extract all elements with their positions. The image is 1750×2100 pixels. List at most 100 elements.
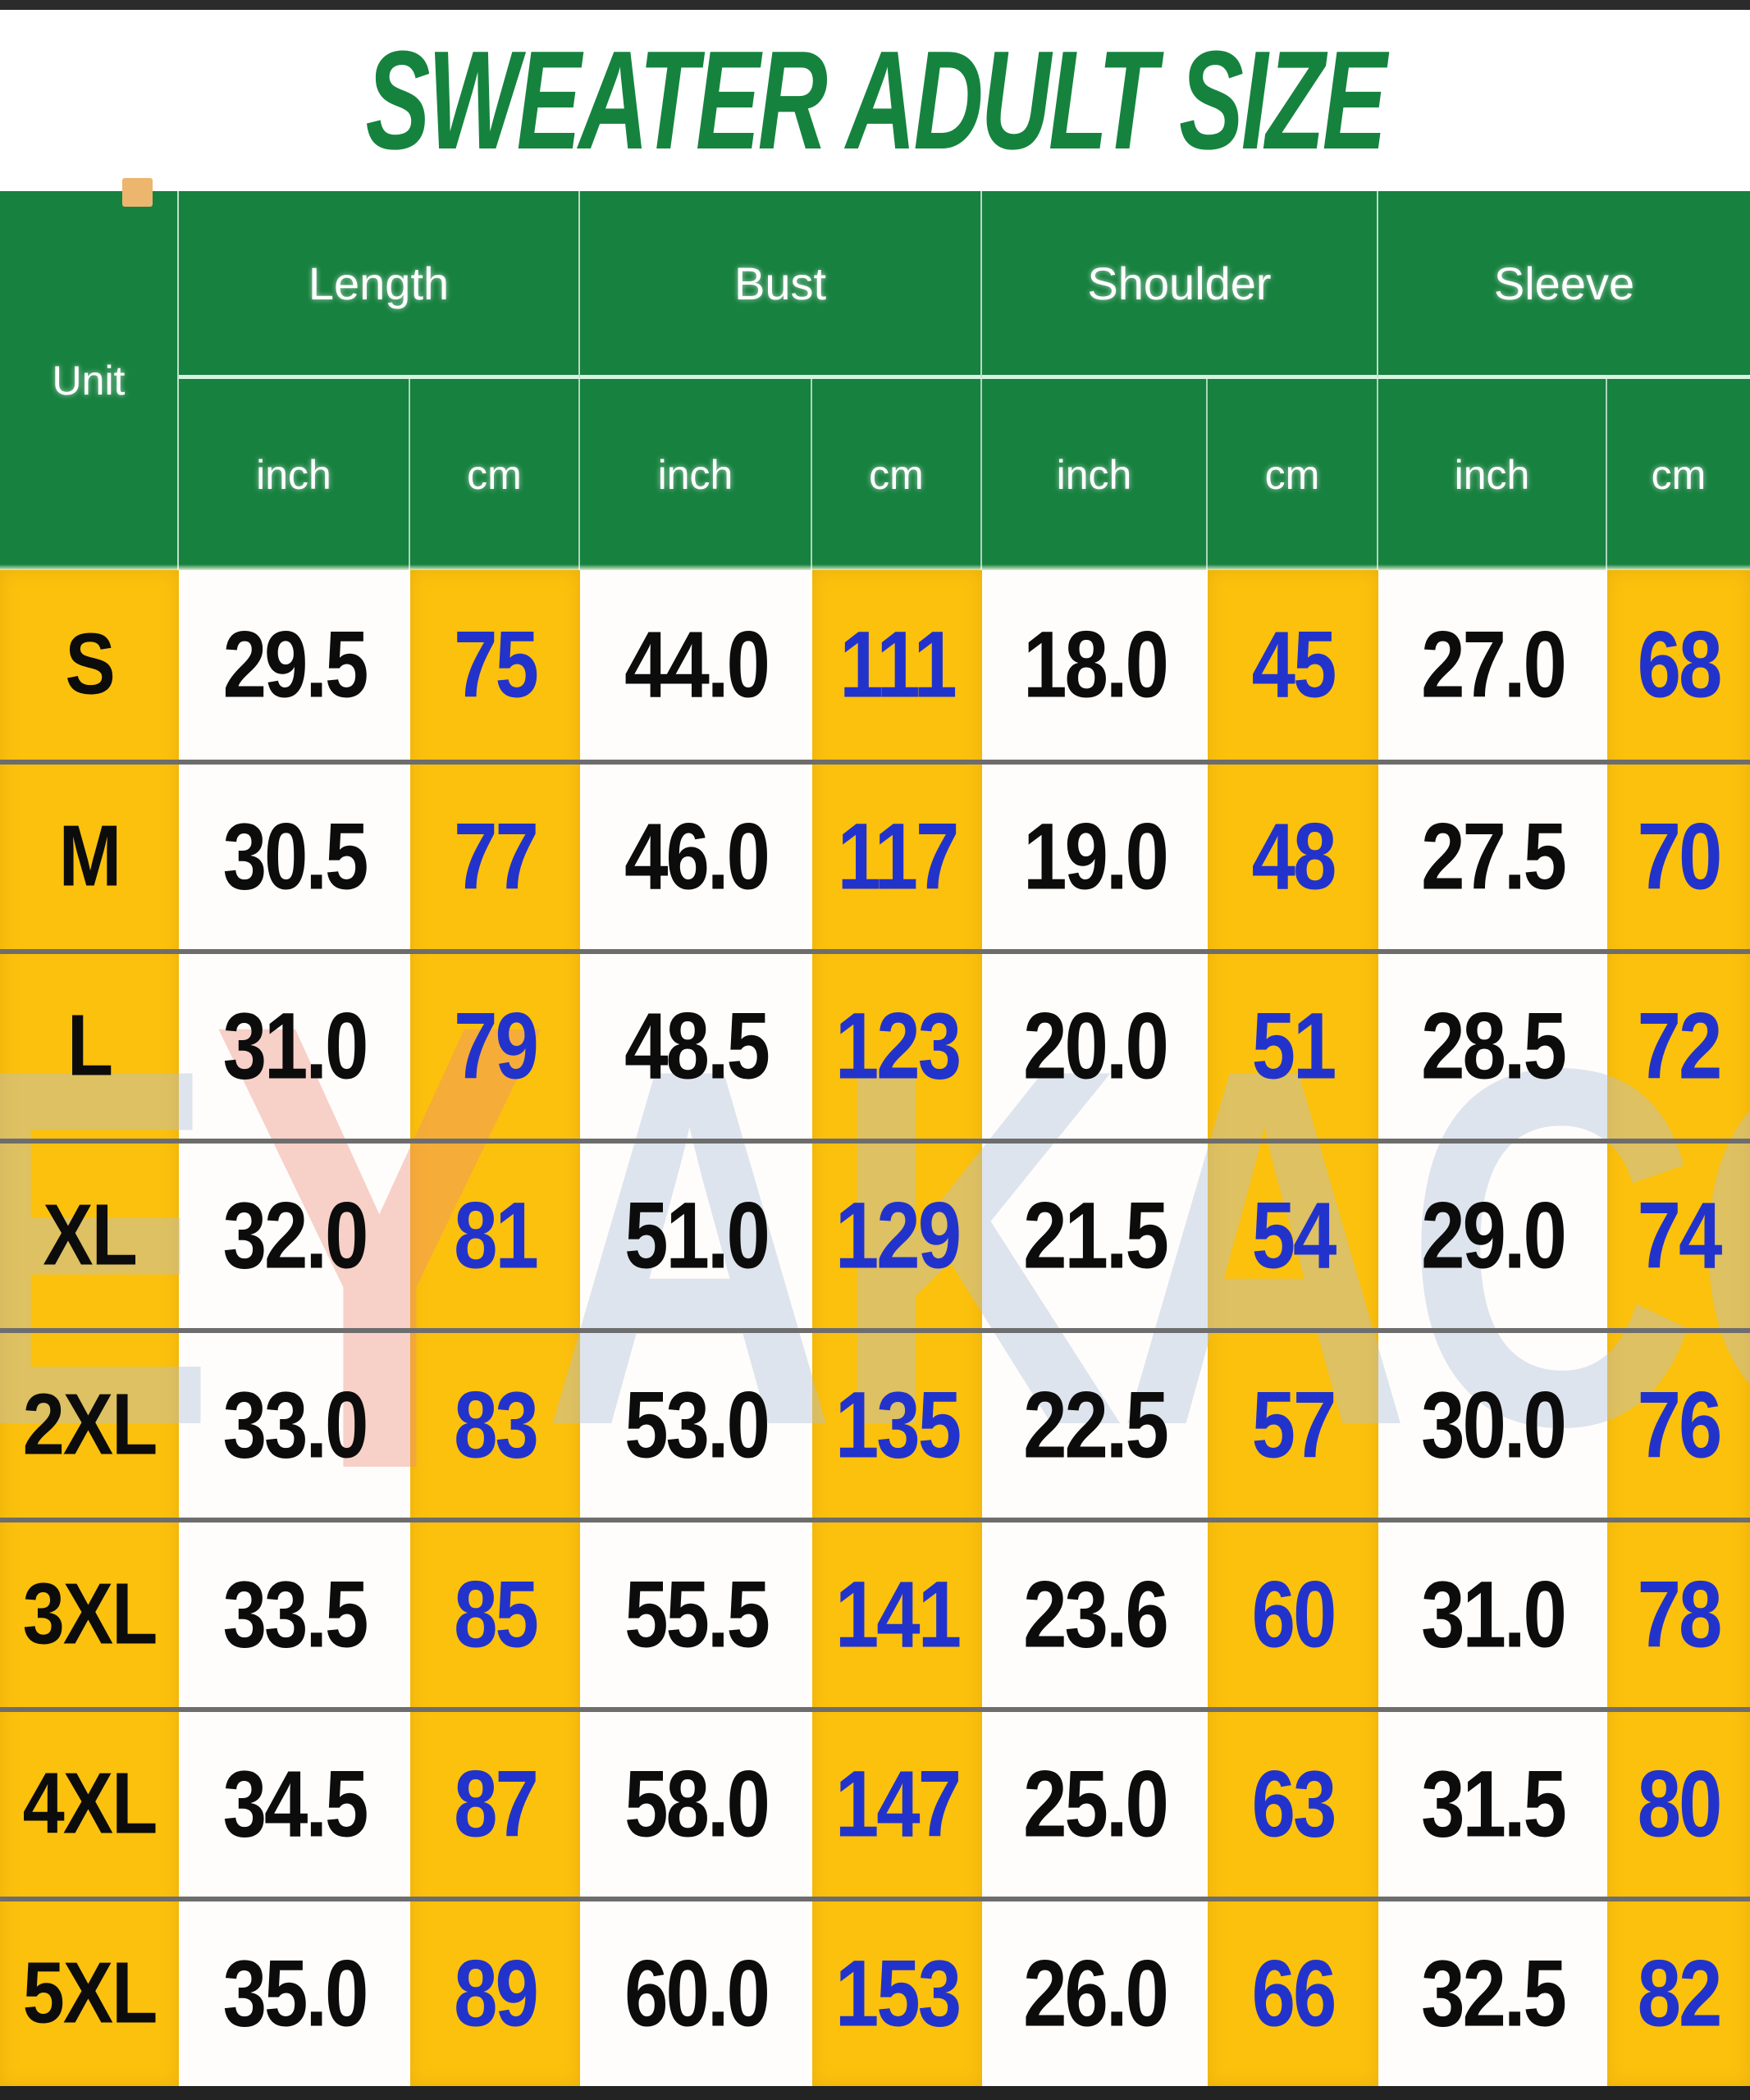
subheader-sleeve-inch: inch: [1378, 379, 1607, 570]
shoulder-inch-cell: 20.0: [982, 954, 1208, 1139]
bust-inch-cell: 48.5: [580, 954, 812, 1139]
shoulder-inch-cell: 23.6: [982, 1522, 1208, 1707]
bust-cm-cell: 129: [812, 1144, 982, 1328]
cell-value: 48: [1251, 803, 1337, 910]
cell-value: 81: [454, 1182, 539, 1289]
shoulder-inch-cell: 21.5: [982, 1144, 1208, 1328]
length-cm-cell: 83: [410, 1333, 580, 1518]
cell-value: 31.5: [1421, 1751, 1567, 1857]
sleeve-cm-cell: 70: [1607, 765, 1750, 949]
cell-value: 23.6: [1023, 1561, 1169, 1668]
cell-value: 129: [834, 1182, 962, 1289]
cell-value: 28.5: [1421, 993, 1567, 1099]
size-cell: M: [0, 765, 179, 949]
size-value: 3XL: [22, 1566, 158, 1663]
cell-value: 30.0: [1421, 1372, 1567, 1478]
shoulder-cm-cell: 51: [1208, 954, 1378, 1139]
inch-label: inch: [1454, 451, 1530, 498]
size-value: 5XL: [22, 1945, 158, 2042]
cell-value: 48.5: [624, 993, 770, 1099]
length-cm-cell: 77: [410, 765, 580, 949]
subheader-bust-inch: inch: [580, 379, 812, 570]
table-row-l: L 31.0 79 48.5 123 20.0 51 28.5 72: [0, 949, 1750, 1139]
cell-value: 19.0: [1023, 803, 1169, 910]
bust-inch-cell: 44.0: [580, 570, 812, 760]
inch-label: inch: [256, 451, 331, 498]
bust-inch-cell: 46.0: [580, 765, 812, 949]
top-border-bar: [0, 0, 1750, 10]
table-header: Unit Length Bust Shoulder Sleeve inch cm…: [0, 191, 1750, 570]
cell-value: 33.0: [222, 1372, 369, 1478]
shoulder-cm-cell: 63: [1208, 1712, 1378, 1897]
table-row-xl: XL 32.0 81 51.0 129 21.5 54 29.0 74: [0, 1139, 1750, 1328]
cell-value: 111: [839, 611, 957, 718]
shoulder-cm-cell: 54: [1208, 1144, 1378, 1328]
cell-value: 57: [1251, 1372, 1337, 1478]
bust-cm-cell: 135: [812, 1333, 982, 1518]
cell-value: 60: [1251, 1561, 1337, 1668]
bust-label: Bust: [733, 257, 827, 309]
bottom-border-bar: [0, 2086, 1750, 2100]
size-cell: S: [0, 570, 179, 760]
cell-value: 79: [454, 993, 539, 1099]
length-cm-cell: 85: [410, 1522, 580, 1707]
header-group-shoulder: Shoulder: [982, 191, 1378, 379]
cell-value: 78: [1637, 1561, 1723, 1668]
size-cell: 2XL: [0, 1333, 179, 1518]
shoulder-inch-cell: 26.0: [982, 1901, 1208, 2086]
length-inch-cell: 29.5: [179, 570, 410, 760]
table-row-4xl: 4XL 34.5 87 58.0 147 25.0 63 31.5 80: [0, 1707, 1750, 1897]
size-value: 2XL: [22, 1376, 158, 1473]
cell-value: 74: [1637, 1182, 1723, 1289]
cell-value: 87: [454, 1751, 539, 1857]
sleeve-cm-cell: 82: [1607, 1901, 1750, 2086]
cell-value: 89: [454, 1940, 539, 2047]
cell-value: 34.5: [222, 1751, 369, 1857]
shoulder-inch-cell: 18.0: [982, 570, 1208, 760]
table-row-5xl: 5XL 35.0 89 60.0 153 26.0 66 32.5 82: [0, 1897, 1750, 2086]
sleeve-cm-cell: 72: [1607, 954, 1750, 1139]
cell-value: 58.0: [624, 1751, 770, 1857]
cm-label: cm: [869, 451, 924, 498]
cell-value: 27.0: [1421, 611, 1567, 718]
cell-value: 20.0: [1023, 993, 1169, 1099]
header-group-length: Length: [179, 191, 580, 379]
cell-value: 51.0: [624, 1182, 770, 1289]
cell-value: 33.5: [222, 1561, 369, 1668]
cell-value: 60.0: [624, 1940, 770, 2047]
cell-value: 54: [1251, 1182, 1337, 1289]
length-cm-cell: 81: [410, 1144, 580, 1328]
shoulder-inch-cell: 19.0: [982, 765, 1208, 949]
cell-value: 66: [1251, 1940, 1337, 2047]
sleeve-cm-cell: 74: [1607, 1144, 1750, 1328]
size-value: XL: [43, 1187, 138, 1284]
table-rows: S 29.5 75 44.0 111 18.0 45 27.0 68 M 30.…: [0, 570, 1750, 2086]
subheader-bust-cm: cm: [812, 379, 982, 570]
cell-value: 32.0: [222, 1182, 369, 1289]
length-inch-cell: 30.5: [179, 765, 410, 949]
cell-value: 82: [1637, 1940, 1723, 2047]
cell-value: 22.5: [1023, 1372, 1169, 1478]
size-cell: 5XL: [0, 1901, 179, 2086]
cm-label: cm: [1264, 451, 1320, 498]
bust-cm-cell: 153: [812, 1901, 982, 2086]
table-row-3xl: 3XL 33.5 85 55.5 141 23.6 60 31.0 78: [0, 1518, 1750, 1707]
sleeve-inch-cell: 29.0: [1378, 1144, 1607, 1328]
sleeve-cm-cell: 78: [1607, 1522, 1750, 1707]
cell-value: 141: [834, 1561, 962, 1668]
header-group-sleeve: Sleeve: [1378, 191, 1750, 379]
cell-value: 153: [834, 1940, 962, 2047]
length-cm-cell: 89: [410, 1901, 580, 2086]
size-cell: L: [0, 954, 179, 1139]
bust-cm-cell: 141: [812, 1522, 982, 1707]
table-body: THEYAKACOM S 29.5 75 44.0 111 18.0 45 27…: [0, 570, 1750, 2086]
sleeve-inch-cell: 27.0: [1378, 570, 1607, 760]
page-title: SWEATER ADULT SIZE: [365, 21, 1387, 180]
shoulder-cm-cell: 48: [1208, 765, 1378, 949]
bust-inch-cell: 55.5: [580, 1522, 812, 1707]
sleeve-inch-cell: 31.5: [1378, 1712, 1607, 1897]
cell-value: 26.0: [1023, 1940, 1169, 2047]
cell-value: 51: [1251, 993, 1337, 1099]
cell-value: 123: [834, 993, 962, 1099]
